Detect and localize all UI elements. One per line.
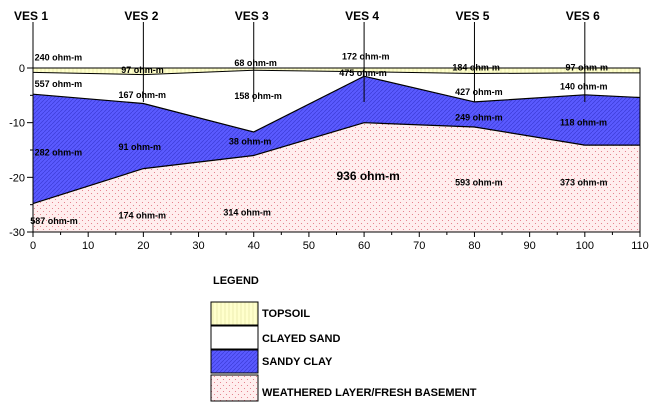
ves-station-label: VES 6: [566, 9, 600, 23]
resistivity-label: 240 ohm-m: [35, 52, 83, 62]
axes: 0 10 20 30 40 50 60 70 80 90 100 110 0 -10 -20 -30: [9, 63, 649, 252]
x-tick-label: 10: [82, 240, 94, 252]
resistivity-label: 174 ohm-m: [119, 210, 167, 220]
ves-station-label: VES 3: [235, 9, 269, 23]
x-tick-label: 0: [30, 240, 36, 252]
resistivity-label: 38 ohm-m: [229, 137, 272, 147]
weathered-layer-polygon: [33, 122, 640, 232]
x-tick-label: 70: [413, 240, 425, 252]
clayed-sand-polygon: [33, 70, 640, 132]
sandy-clay-boundary-line: [32, 122, 640, 205]
resistivity-label: 475 ohm-m: [339, 68, 387, 78]
resistivity-label: 282 ohm-m: [35, 147, 83, 157]
x-tick-label: 80: [468, 240, 480, 252]
x-tick-label: 110: [631, 240, 649, 252]
x-tick-label: 30: [192, 240, 204, 252]
resistivity-label: 557 ohm-m: [35, 79, 83, 89]
resistivity-label: 593 ohm-m: [455, 178, 503, 188]
resistivity-label: 97 ohm-m: [566, 63, 609, 73]
y-tick-label: -20: [9, 172, 25, 184]
resistivity-label: 249 ohm-m: [455, 112, 503, 122]
ves-station-label: VES 2: [124, 9, 158, 23]
resistivity-label: 167 ohm-m: [119, 90, 167, 100]
sandy-clay-polygon: [33, 76, 640, 204]
y-tick-label: -10: [9, 118, 25, 130]
ves-station-label: VES 5: [455, 9, 489, 23]
x-tick-label: 60: [358, 240, 370, 252]
legend-swatch-sandy-clay: [210, 349, 259, 374]
legend: LEGEND TOPSOIL CLAYED SAND SANDY CLAY WE…: [210, 275, 477, 402]
y-tick-label: 0: [19, 63, 25, 75]
basement-resistivity-label: 936 ohm-m: [337, 169, 400, 183]
ves-station-label: VES 4: [345, 9, 379, 23]
resistivity-label: 97 ohm-m: [121, 65, 164, 75]
legend-title: LEGEND: [213, 275, 259, 287]
legend-label-topsoil: TOPSOIL: [262, 308, 310, 320]
x-tick-label: 100: [576, 240, 594, 252]
resistivity-label: 158 ohm-m: [234, 91, 282, 101]
resistivity-label: 184 ohm-m: [452, 63, 500, 73]
legend-swatch-topsoil: [210, 301, 259, 326]
y-tick-label: -30: [9, 227, 25, 239]
legend-label-sandy-clay: SANDY CLAY: [262, 356, 333, 368]
resistivity-label: 314 ohm-m: [223, 208, 271, 218]
resistivity-labels: 240 ohm-m 97 ohm-m 68 ohm-m 172 ohm-m 184 oh…: [30, 51, 608, 226]
resistivity-label: 140 ohm-m: [560, 81, 608, 91]
x-tick-label: 90: [524, 240, 536, 252]
legend-label-weathered: WEATHERED LAYER/FRESH BASEMENT: [262, 387, 477, 399]
x-tick-label: 40: [248, 240, 260, 252]
x-tick-label: 50: [303, 240, 315, 252]
ves-stations: VES 1 VES 2 VES 3 VES 4 VES 5 VES 6: [14, 9, 600, 102]
resistivity-label: 587 ohm-m: [30, 216, 78, 226]
legend-swatch-clayed-sand: [210, 325, 259, 350]
legend-swatch-weathered: [210, 374, 259, 402]
resistivity-label: 373 ohm-m: [560, 178, 608, 188]
resistivity-label: 118 ohm-m: [560, 117, 607, 127]
resistivity-label: 68 ohm-m: [234, 58, 277, 68]
resistivity-label: 427 ohm-m: [455, 87, 503, 97]
x-tick-label: 20: [137, 240, 149, 252]
resistivity-label: 172 ohm-m: [342, 51, 390, 61]
legend-label-clayed-sand: CLAYED SAND: [262, 333, 340, 345]
resistivity-label: 91 ohm-m: [119, 142, 162, 152]
ves-station-label: VES 1: [14, 9, 48, 23]
